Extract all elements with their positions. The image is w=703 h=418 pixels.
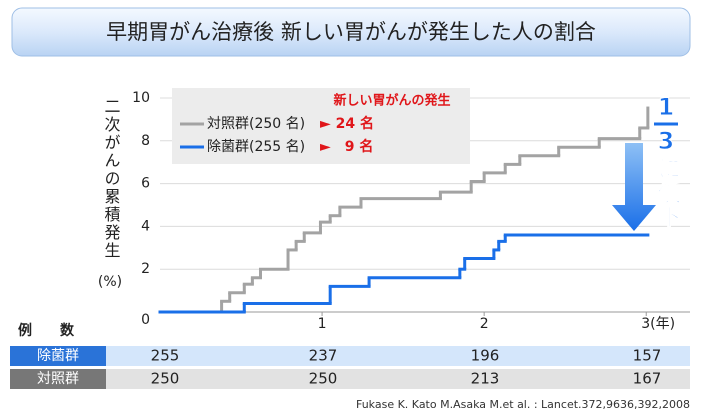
down-arrow xyxy=(612,143,656,231)
x-tick-label: 1 xyxy=(318,316,327,332)
citation: Fukase K. Kato M.Asaka M.et al. : Lancet… xyxy=(356,398,690,411)
table-cell: 213 xyxy=(471,370,500,388)
title-banner xyxy=(11,7,691,57)
y-tick-label: 4 xyxy=(141,218,150,234)
annotation-text: に低下 xyxy=(653,156,682,228)
annotation-numerator: 1 xyxy=(658,93,675,121)
legend-note: ► 9 名 xyxy=(320,138,373,155)
table-cell: 250 xyxy=(309,370,338,388)
row-header: 除菌群 xyxy=(37,348,79,364)
table-row xyxy=(10,346,690,366)
table-label: 例 数 xyxy=(18,322,75,339)
row-header: 対照群 xyxy=(37,371,79,387)
y-tick-label: 2 xyxy=(141,261,150,277)
legend-label: 対照群(250 名) xyxy=(207,116,305,132)
legend-title: 新しい胃がんの発生 xyxy=(333,93,450,109)
table-row xyxy=(10,369,690,389)
chart-title: 早期胃がん治療後 新しい胃がんが発生した人の割合 xyxy=(106,20,596,44)
legend-note: ► 24 名 xyxy=(320,115,374,132)
table-cell: 255 xyxy=(151,347,180,365)
x-tick-label: 3(年) xyxy=(641,316,675,332)
y-tick-label: 0 xyxy=(141,312,150,328)
legend-label: 除菌群(255 名) xyxy=(207,139,305,155)
y-tick-label: 10 xyxy=(132,90,150,106)
table-cell: 167 xyxy=(633,370,662,388)
table-cell: 250 xyxy=(151,370,180,388)
table-cell: 237 xyxy=(309,347,338,365)
y-axis-label: 二次がんの累積発生 xyxy=(102,98,121,260)
table-cell: 196 xyxy=(471,347,500,365)
row-header-cell xyxy=(10,369,106,389)
y-tick-label: 6 xyxy=(141,176,150,192)
x-tick-label: 2 xyxy=(480,316,489,332)
row-header-cell xyxy=(10,346,106,366)
y-tick-label: 8 xyxy=(141,133,150,149)
annotation-denominator: 3 xyxy=(658,127,675,155)
y-axis-unit: (%) xyxy=(98,274,122,290)
table-cell: 157 xyxy=(633,347,662,365)
legend-box xyxy=(172,88,470,164)
